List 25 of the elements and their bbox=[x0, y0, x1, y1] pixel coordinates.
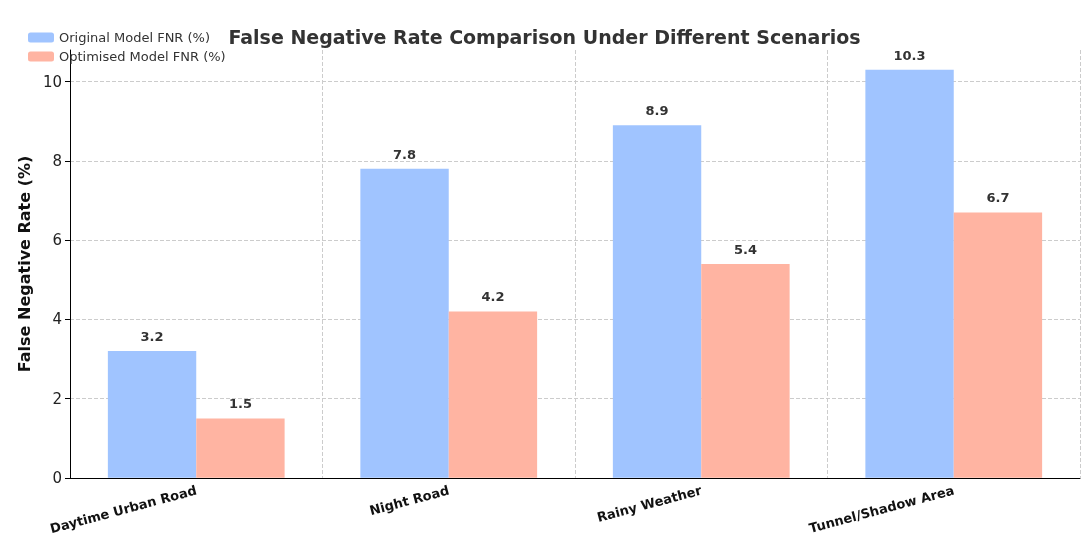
bar bbox=[448, 311, 538, 478]
bar bbox=[953, 212, 1043, 478]
bar bbox=[701, 263, 790, 478]
bar bbox=[360, 168, 449, 478]
data-label: 5.4 bbox=[733, 241, 757, 257]
data-label: 4.2 bbox=[481, 289, 505, 305]
data-label: 3.2 bbox=[140, 329, 164, 345]
data-label: 8.9 bbox=[645, 103, 669, 119]
bar bbox=[107, 351, 197, 478]
y-axis-title: False Negative Rate (%) bbox=[14, 155, 34, 373]
data-label: 6.7 bbox=[986, 190, 1010, 206]
y-tick-label: 8 bbox=[52, 151, 62, 170]
bar bbox=[612, 125, 702, 478]
bar bbox=[196, 418, 285, 478]
chart-title: False Negative Rate Comparison Under Different Scenarios bbox=[228, 25, 861, 48]
y-tick-label: 2 bbox=[52, 389, 62, 408]
data-label: 1.5 bbox=[228, 396, 252, 412]
legend-label: Original Model FNR (%) bbox=[59, 30, 211, 45]
bar bbox=[865, 69, 954, 478]
data-label: 10.3 bbox=[893, 47, 926, 63]
x-tick-label: Night Road bbox=[367, 482, 451, 519]
data-label: 7.8 bbox=[393, 146, 417, 162]
y-tick-label: 10 bbox=[42, 72, 62, 91]
y-tick-label: 4 bbox=[52, 310, 62, 329]
y-tick-label: 6 bbox=[52, 231, 62, 250]
